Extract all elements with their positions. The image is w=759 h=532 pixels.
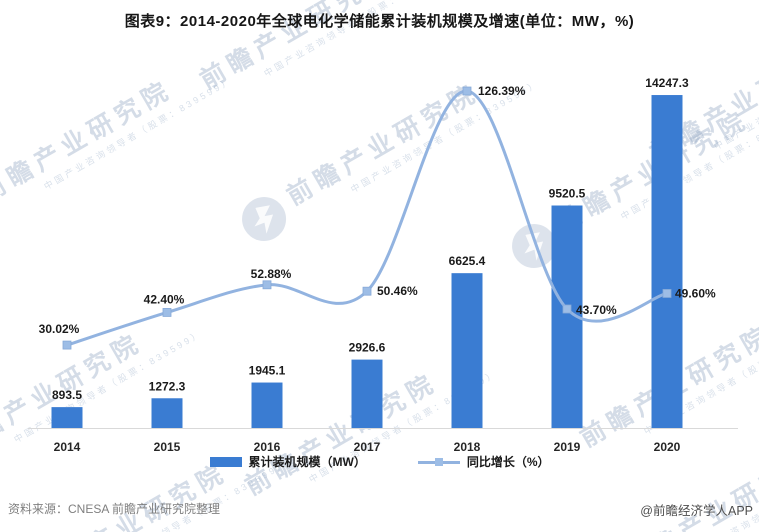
x-axis-label-2016: 2016 [254,440,281,454]
growth-value-label-2014: 30.02% [39,322,80,336]
bar-value-label-2019: 9520.5 [549,187,586,201]
legend-line-marker [434,457,443,466]
line-marker-2017 [362,286,372,296]
line-marker-2015 [162,308,172,317]
growth-value-label-2019: 43.70% [576,303,617,317]
legend-item-installed-capacity: 累计装机规模（MW） [209,453,366,470]
bar-2017 [351,359,383,428]
bar-2015 [151,398,183,428]
legend-bar-label: 累计装机规模（MW） [248,455,366,469]
line-marker-2018 [462,86,472,96]
legend: 累计装机规模（MW） 同比增长（%） [0,453,759,470]
bar-2014 [51,407,83,428]
line-marker-2016 [262,280,272,290]
bar-value-label-2017: 2926.6 [349,341,386,355]
chart-title: 图表9：2014-2020年全球电化学储能累计装机规模及增速(单位：MW，%) [124,13,635,30]
x-axis-label-2015: 2015 [154,440,181,454]
bar-value-label-2014: 893.5 [52,388,82,402]
line-marker-2014 [62,340,72,350]
growth-value-label-2017: 50.46% [377,284,418,298]
bar-2016 [251,382,283,428]
bar-value-label-2020: 14247.3 [645,76,689,90]
bar-2018 [451,273,483,428]
x-axis-label-2014: 2014 [54,440,81,454]
x-axis-label-2020: 2020 [654,440,681,454]
line-marker-2019 [562,304,572,314]
bar-2020 [651,95,683,429]
x-axis-label-2017: 2017 [354,440,381,454]
line-marker-2020 [662,289,672,298]
x-axis-label-2018: 2018 [454,440,481,454]
credit-note: @前瞻经济学人APP [640,504,753,518]
bar-value-label-2018: 6625.4 [449,254,486,268]
legend-bar-swatch-icon [209,456,242,467]
growth-value-label-2015: 42.40% [144,292,185,306]
data-source-note: 资料来源：CNESA 前瞻产业研究院整理 [8,502,221,516]
bar-value-label-2015: 1272.3 [149,379,186,393]
growth-value-label-2020: 49.60% [675,286,716,300]
x-axis-label-2019: 2019 [554,440,581,454]
legend-line-label: 同比增长（%） [466,455,550,469]
growth-value-label-2018: 126.39% [478,84,526,98]
bar-value-label-2016: 1945.1 [249,364,286,378]
growth-value-label-2016: 52.88% [251,267,292,281]
legend-line-swatch-icon [417,457,460,467]
legend-item-yoy-growth: 同比增长（%） [417,453,550,470]
